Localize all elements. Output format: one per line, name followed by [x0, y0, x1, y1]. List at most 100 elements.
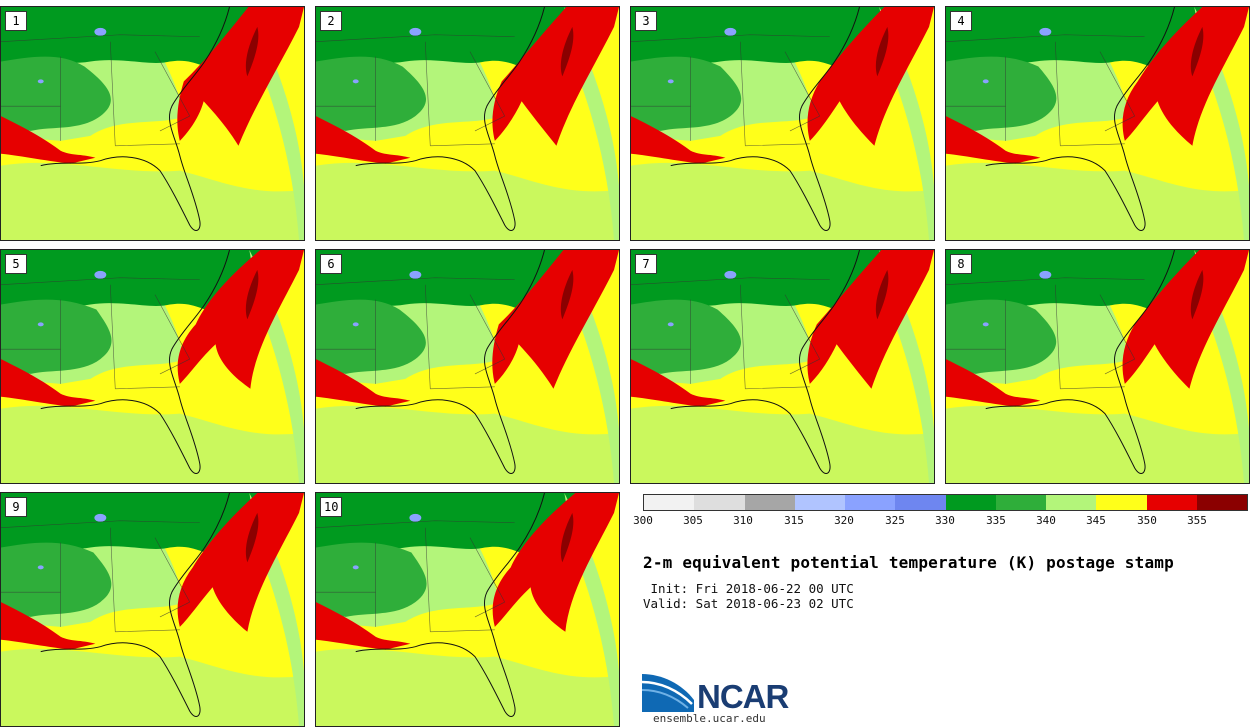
colorbar-tick: 305	[683, 514, 703, 527]
dark-red-region	[245, 26, 259, 77]
theta-e-map	[1, 493, 304, 726]
colorbar-bin	[945, 495, 996, 510]
blue-patch	[667, 79, 674, 84]
colorbar-tick: 310	[733, 514, 753, 527]
coastline	[670, 250, 860, 475]
ncar-logo-icon	[642, 674, 694, 712]
green-region	[631, 299, 742, 374]
colorbar-bin	[794, 495, 845, 510]
theta-e-map	[631, 7, 934, 240]
light-green-region	[316, 162, 619, 240]
green-region	[946, 56, 1057, 131]
valid-time: Valid: Sat 2018-06-23 02 UTC	[643, 596, 854, 611]
coastline	[355, 250, 545, 475]
blue-patch	[37, 322, 44, 327]
member-panel-3: 3	[630, 6, 935, 241]
red-region	[1, 359, 96, 407]
light-green-region	[1, 405, 304, 483]
light-green-region	[631, 162, 934, 240]
theta-e-map	[316, 7, 619, 240]
red-region	[807, 250, 934, 389]
state-boundaries	[946, 277, 1145, 390]
member-number: 3	[635, 11, 657, 31]
member-number: 10	[320, 497, 343, 517]
red-region	[1122, 250, 1249, 389]
theta-e-map	[316, 493, 619, 726]
state-boundaries	[946, 34, 1145, 147]
green-region	[316, 299, 426, 374]
colorbar-tick: 325	[885, 514, 905, 527]
colorbar-bin	[644, 495, 695, 510]
light-green-region	[1, 162, 304, 240]
logo-url: ensemble.ucar.edu	[653, 712, 766, 725]
colorbar-bin	[845, 495, 896, 510]
coastline	[670, 7, 860, 232]
red-region	[946, 116, 1041, 164]
red-region	[492, 7, 619, 146]
member-panel-6: 6	[315, 249, 620, 484]
blue-patch	[94, 270, 107, 279]
dark-red-region	[560, 269, 574, 320]
red-region	[1122, 7, 1249, 146]
theta-e-map	[946, 250, 1249, 483]
blue-patch	[1039, 270, 1052, 279]
light-green-region	[946, 162, 1249, 240]
colorbar-tick: 315	[784, 514, 804, 527]
member-panel-4: 4	[945, 6, 1250, 241]
red-region	[492, 493, 619, 632]
member-panel-2: 2	[315, 6, 620, 241]
red-region	[316, 359, 411, 407]
light-green-region	[316, 648, 619, 726]
red-region	[177, 493, 304, 632]
light-green-region	[1, 648, 304, 726]
dark-red-region	[1190, 26, 1204, 77]
colorbar-bin	[995, 495, 1046, 510]
dark-red-region	[875, 26, 889, 77]
member-number: 7	[635, 254, 657, 274]
theta-e-map	[1, 250, 304, 483]
red-region	[1, 116, 96, 164]
blue-patch	[37, 79, 44, 84]
green-region	[1, 542, 112, 617]
member-panel-10: 10	[315, 492, 620, 727]
red-region	[177, 250, 304, 389]
state-boundaries	[631, 277, 830, 390]
blue-patch	[409, 27, 422, 36]
state-boundaries	[1, 277, 200, 390]
member-number: 8	[950, 254, 972, 274]
member-number: 2	[320, 11, 342, 31]
red-region	[316, 116, 411, 164]
blue-patch	[409, 270, 422, 279]
red-region	[631, 359, 726, 407]
state-boundaries	[1, 34, 200, 147]
member-panel-1: 1	[0, 6, 305, 241]
coastline	[40, 493, 230, 718]
red-region	[807, 7, 934, 146]
green-region	[946, 299, 1057, 374]
colorbar-bin	[1046, 495, 1097, 510]
blue-patch	[982, 79, 989, 84]
colorbar-tick: 350	[1137, 514, 1157, 527]
logo-wordmark: NCAR	[697, 678, 789, 715]
colorbar-bin	[744, 495, 795, 510]
member-panel-7: 7	[630, 249, 935, 484]
dark-red-region	[245, 512, 259, 563]
theta-e-map	[316, 250, 619, 483]
blue-patch	[37, 565, 44, 570]
colorbar-tick: 340	[1036, 514, 1056, 527]
light-green-region	[316, 405, 619, 483]
blue-patch	[94, 513, 107, 522]
theta-e-map	[631, 250, 934, 483]
state-boundaries	[316, 277, 515, 390]
red-region	[1, 602, 96, 650]
member-number: 6	[320, 254, 342, 274]
state-boundaries	[1, 520, 200, 633]
colorbar-tick: 355	[1187, 514, 1207, 527]
dark-red-region	[875, 269, 889, 320]
coastline	[40, 250, 230, 475]
green-region	[1, 299, 112, 374]
colorbar-bin	[895, 495, 946, 510]
blue-patch	[409, 513, 422, 522]
blue-patch	[667, 322, 674, 327]
green-region	[1, 56, 111, 131]
